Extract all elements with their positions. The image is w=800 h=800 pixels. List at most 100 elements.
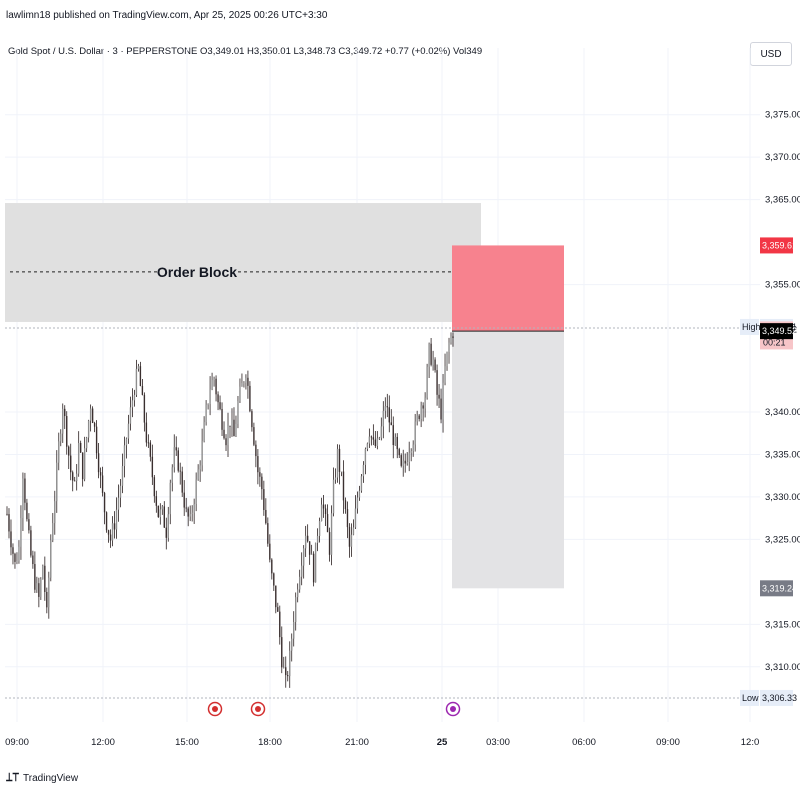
candle-body xyxy=(241,383,243,387)
candle-body xyxy=(336,448,339,478)
candle-body xyxy=(360,476,363,491)
currency-button[interactable]: USD xyxy=(750,42,792,66)
candle-body xyxy=(85,437,88,449)
candle-body xyxy=(402,460,404,466)
candle-body xyxy=(366,443,369,449)
candle-body xyxy=(205,404,207,423)
candle-body xyxy=(293,621,295,639)
candle-body xyxy=(103,492,106,513)
lightning-event-icon-core xyxy=(450,706,456,712)
legend-change: +0.77 (+0.02%) xyxy=(384,46,451,57)
candle-body xyxy=(438,394,440,399)
candle-body xyxy=(185,507,187,509)
candle-body xyxy=(109,534,112,541)
candle-body xyxy=(314,542,317,583)
candle-body xyxy=(197,469,199,480)
candle-body xyxy=(105,512,108,531)
candle-body xyxy=(107,530,110,535)
candle-body xyxy=(147,442,150,444)
candle-body xyxy=(66,416,68,447)
candle-body xyxy=(446,352,448,367)
candle-body xyxy=(135,368,138,395)
y-tick-label: 3,355.00 xyxy=(765,280,800,291)
candle-body xyxy=(14,553,16,562)
candle-body xyxy=(354,508,357,528)
candle-body xyxy=(382,410,385,427)
candle-body xyxy=(442,382,444,420)
candle-body xyxy=(370,436,373,438)
candle-body xyxy=(394,436,396,446)
candle-body xyxy=(211,380,213,390)
tradingview-logo[interactable]: ⟘⟙ TradingView xyxy=(6,772,78,785)
candle-body xyxy=(334,477,337,480)
candle-body xyxy=(77,442,80,474)
candle-body xyxy=(318,521,321,537)
candle-body xyxy=(127,423,130,439)
candle-body xyxy=(143,394,146,423)
candle-body xyxy=(398,449,400,456)
candle-body xyxy=(436,370,438,395)
candle-body xyxy=(420,405,422,420)
candle-body xyxy=(40,579,42,597)
candle-body xyxy=(167,514,169,538)
x-tick-label: 21:00 xyxy=(345,737,369,748)
candle-body xyxy=(255,444,257,457)
candle-body xyxy=(83,448,86,480)
candle-body xyxy=(121,466,124,486)
candle-body xyxy=(133,394,136,401)
candle-body xyxy=(54,501,56,524)
price-label-bg[interactable] xyxy=(760,237,793,254)
price-tag-bg xyxy=(740,318,759,335)
candle-body xyxy=(271,559,273,574)
y-tick-label: 3,375.00 xyxy=(765,110,800,121)
candle-body xyxy=(295,597,297,622)
candle-body xyxy=(219,402,221,409)
candle-body xyxy=(352,527,355,535)
candle-body xyxy=(139,366,142,386)
candle-body xyxy=(372,437,375,440)
candle-body xyxy=(145,422,148,443)
legend-open: O3,349.01 xyxy=(200,46,245,57)
candle-body xyxy=(217,394,219,403)
candle-body xyxy=(428,343,430,367)
price-label-countdown: 00:21 xyxy=(763,337,786,347)
candle-body xyxy=(330,513,333,555)
candle-body xyxy=(239,386,241,402)
price-label: 3,306.33 xyxy=(762,693,797,703)
price-label-bg[interactable] xyxy=(760,323,793,340)
candle-body xyxy=(223,429,225,439)
y-tick-label: 3,340.00 xyxy=(765,407,800,418)
order-block-zone xyxy=(5,203,481,322)
candle-body xyxy=(191,512,193,514)
candle-body xyxy=(149,442,152,457)
x-tick-label: 09:00 xyxy=(5,737,29,748)
candle-body xyxy=(141,385,144,395)
candle-body xyxy=(181,471,183,493)
candle-body xyxy=(113,523,116,530)
candle-body xyxy=(291,638,293,651)
candle-body xyxy=(215,378,217,395)
take-profit-zone xyxy=(452,331,564,589)
candle-body xyxy=(46,591,48,608)
candle-body xyxy=(450,336,452,343)
candle-body xyxy=(8,514,10,532)
price-tag: High xyxy=(742,322,761,332)
candle-body xyxy=(257,456,259,473)
candle-body xyxy=(24,478,26,503)
candle-body xyxy=(432,359,434,365)
candle-body xyxy=(193,503,195,513)
candle-body xyxy=(34,564,36,590)
candle-body xyxy=(277,607,279,612)
legend-volume: Vol349 xyxy=(453,46,483,57)
candle-body xyxy=(26,502,28,520)
candle-body xyxy=(159,509,162,518)
candle-body xyxy=(91,408,94,424)
price-label-bg[interactable] xyxy=(760,689,793,706)
candle-body xyxy=(137,366,140,369)
candle-body xyxy=(189,513,191,517)
price-label-bg[interactable] xyxy=(760,580,793,597)
candle-body xyxy=(440,398,442,420)
candle-body xyxy=(225,438,227,446)
candle-body xyxy=(408,452,410,463)
